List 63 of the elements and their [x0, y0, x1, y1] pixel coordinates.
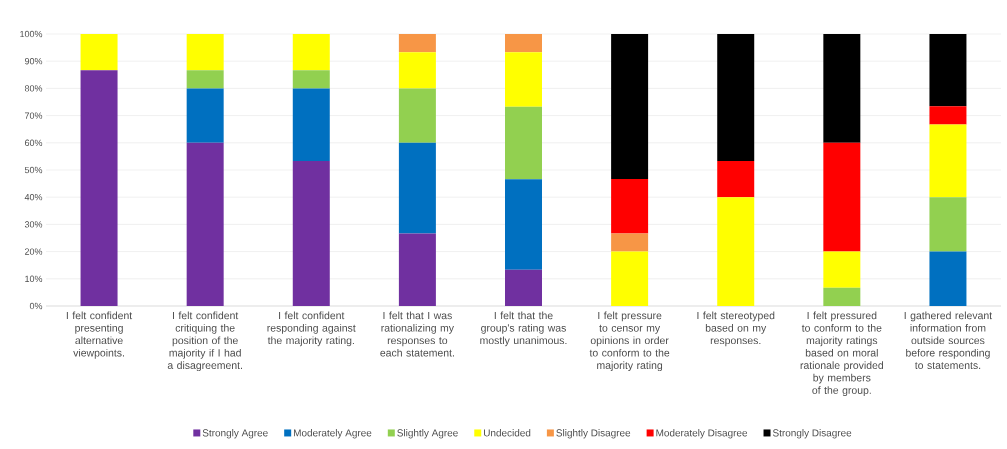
legend-label: Strongly Disagree [772, 429, 852, 439]
y-tick-label: 100% [20, 30, 43, 38]
bar [611, 233, 649, 252]
y-tick-label: 20% [24, 248, 43, 255]
y-tick-label: 30% [24, 221, 43, 228]
legend-label: Moderately Disagree [656, 429, 748, 439]
bar [292, 161, 330, 306]
bar [929, 197, 967, 252]
x-tick-label: I gathered relevant information from outside sources before responding to statements. [904, 311, 993, 370]
bar [929, 106, 967, 125]
y-tick-label: 40% [24, 194, 43, 201]
bar [717, 34, 755, 162]
bar [823, 287, 861, 306]
bar [398, 233, 436, 306]
bar [398, 52, 436, 89]
x-tick-label: I felt stereotyped based on my responses. [697, 311, 775, 347]
legend-label: Undecided [484, 429, 531, 437]
bar [186, 88, 224, 143]
bar [611, 34, 649, 179]
y-tick-label: 70% [24, 112, 43, 119]
bar [80, 34, 118, 71]
bar [398, 88, 436, 143]
bar [611, 251, 649, 306]
bar [505, 179, 542, 270]
x-tick-label: I felt confident responding against the majority rating. [267, 311, 356, 347]
bar [823, 251, 861, 288]
bar [505, 52, 542, 107]
bar [929, 251, 967, 306]
bar [823, 142, 861, 252]
bar [398, 142, 436, 234]
bar [929, 124, 967, 198]
bar [611, 178, 649, 234]
bar [186, 70, 224, 89]
bar [505, 106, 542, 180]
bar [186, 34, 224, 71]
x-tick-label: I felt confident presenting alternative viewpoints. [66, 311, 133, 359]
bar [80, 70, 118, 306]
x-tick-label: I felt confident critiquing the position of the majority if I had a disagreement. [167, 311, 242, 372]
x-tick-label: I felt that I was rationalizing my responses to each statement. [380, 311, 454, 357]
y-tick-label: 60% [24, 139, 43, 146]
bar [717, 197, 755, 306]
y-tick-label: 0% [29, 302, 43, 310]
legend-label: Slightly Disagree [556, 429, 631, 439]
x-tick-label: I felt pressure to censor my opinions in order to conform to the majority rating [589, 311, 670, 372]
bar [292, 34, 330, 71]
bar [929, 34, 967, 107]
bar [292, 70, 330, 89]
bar [505, 34, 542, 53]
bar [292, 88, 330, 162]
y-tick-label: 50% [24, 166, 43, 174]
legend-label: Strongly Agree [202, 429, 268, 439]
bar [398, 34, 436, 53]
bar [823, 34, 861, 143]
y-tick-label: 80% [24, 85, 43, 92]
y-tick-label: 10% [25, 275, 43, 282]
y-tick-label: 90% [24, 58, 43, 65]
bar [505, 269, 542, 306]
legend-label: Slightly Agree [397, 429, 458, 439]
x-tick-label: I felt that the group's rating was mostly unanimous. [480, 311, 567, 347]
legend-label: Moderately Agree [293, 429, 372, 439]
bar [717, 161, 755, 198]
bar [186, 142, 224, 306]
x-tick-label: I felt pressured to conform to the majority ratings based on moral rationale provided by members of the group. [800, 311, 884, 396]
